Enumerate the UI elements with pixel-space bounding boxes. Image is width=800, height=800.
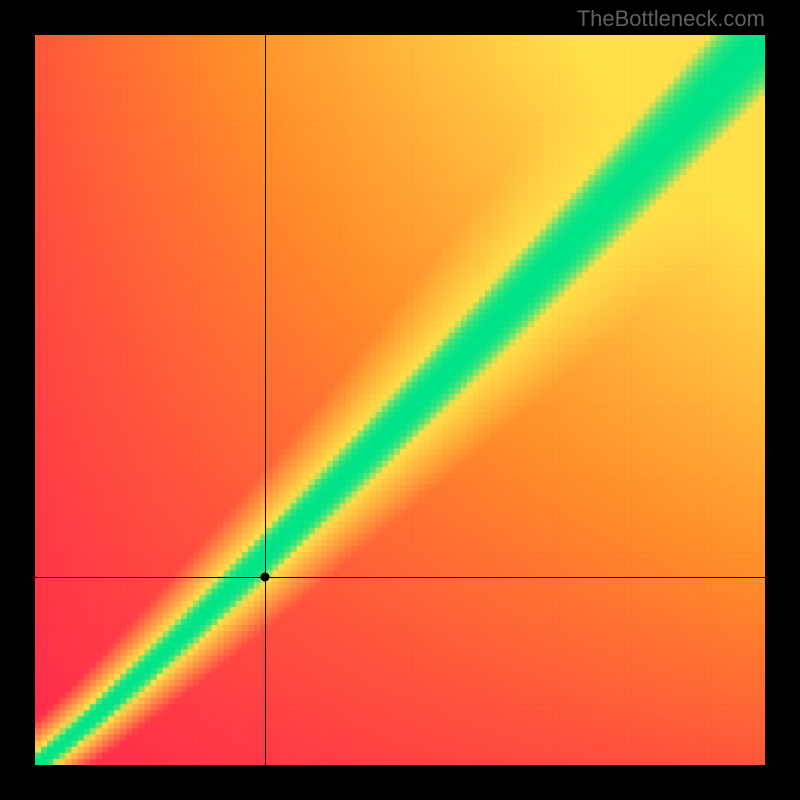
crosshair-vertical [265,35,266,765]
heatmap-plot [35,35,765,765]
heatmap-canvas [35,35,765,765]
crosshair-horizontal [35,577,765,578]
data-point-marker [260,572,269,581]
watermark-text: TheBottleneck.com [577,6,765,32]
